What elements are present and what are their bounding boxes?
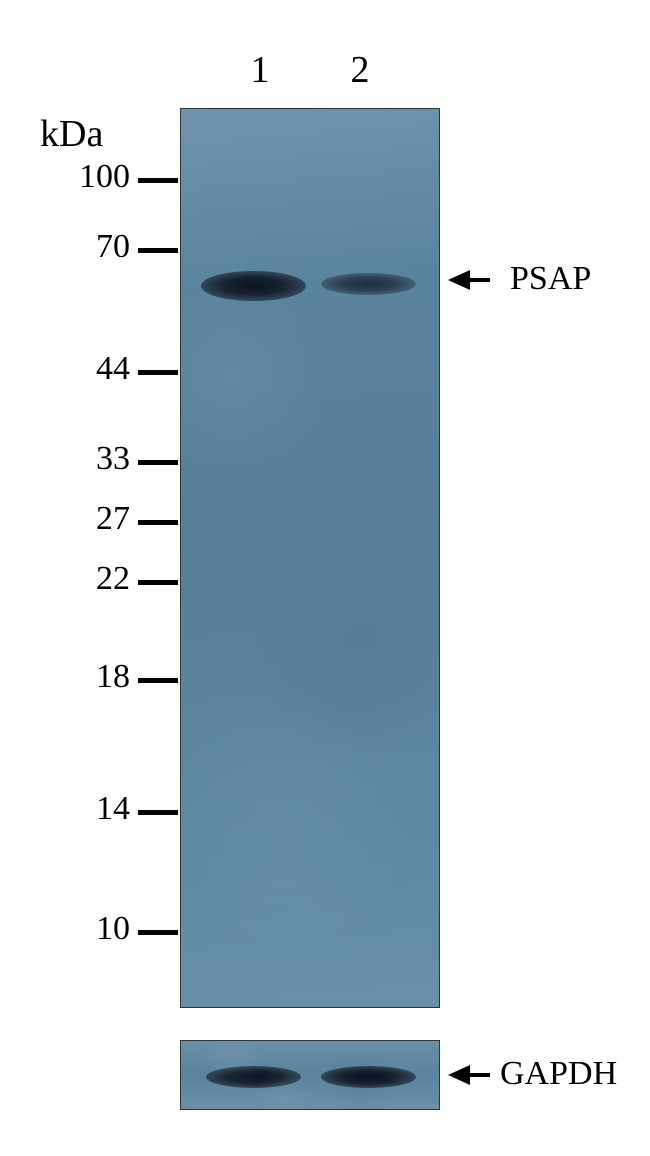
mw-label-44: 44 [60, 350, 130, 388]
mw-label-33: 33 [60, 440, 130, 478]
western-blot-figure: 1 2 kDa 100 70 44 33 27 22 18 14 10 PSAP… [0, 0, 650, 1156]
psap-band-lane-1 [201, 271, 306, 301]
axis-unit-label: kDa [40, 112, 103, 156]
mw-tick-70 [138, 248, 178, 253]
psap-label: PSAP [510, 260, 591, 298]
gapdh-label: GAPDH [500, 1055, 617, 1093]
mw-tick-18 [138, 678, 178, 683]
mw-tick-27 [138, 520, 178, 525]
mw-label-70: 70 [60, 228, 130, 266]
mw-label-100: 100 [60, 158, 130, 196]
psap-arrow-icon [448, 270, 490, 290]
mw-label-27: 27 [60, 500, 130, 538]
mw-tick-100 [138, 178, 178, 183]
lane-number-2: 2 [340, 48, 380, 92]
gapdh-band-lane-2 [321, 1066, 416, 1088]
main-blot-membrane [180, 108, 440, 1008]
mw-label-14: 14 [60, 790, 130, 828]
gapdh-band-lane-1 [206, 1066, 301, 1088]
mw-tick-22 [138, 580, 178, 585]
mw-tick-33 [138, 460, 178, 465]
control-blot-membrane [180, 1040, 440, 1110]
mw-label-10: 10 [60, 910, 130, 948]
psap-band-lane-2 [321, 273, 416, 295]
mw-tick-44 [138, 370, 178, 375]
mw-tick-14 [138, 810, 178, 815]
lane-number-1: 1 [240, 48, 280, 92]
gapdh-arrow-icon [448, 1065, 490, 1085]
mw-label-22: 22 [60, 560, 130, 598]
mw-label-18: 18 [60, 658, 130, 696]
mw-tick-10 [138, 930, 178, 935]
